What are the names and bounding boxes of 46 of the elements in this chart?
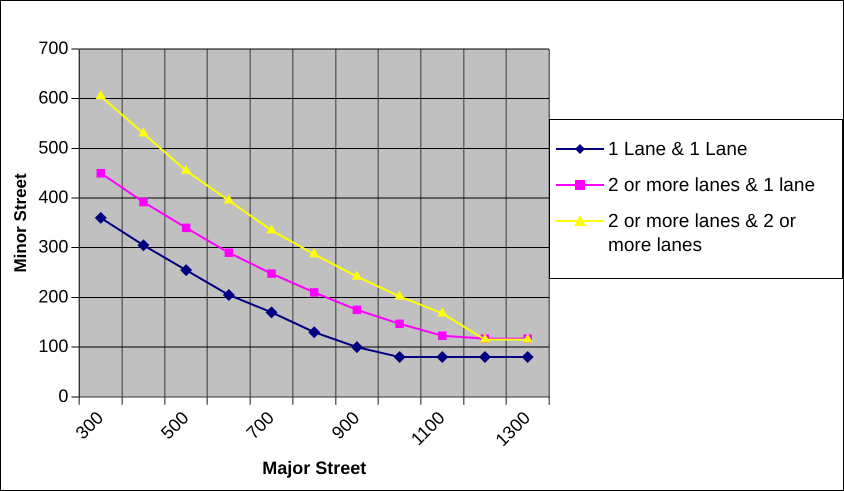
y-tick-label: 200: [38, 286, 68, 306]
x-tick-label: 700: [242, 408, 278, 444]
point: [180, 164, 192, 174]
legend-label: 2 or more lanes & 2 or more lanes: [608, 210, 797, 258]
x-tick-label: 300: [72, 408, 108, 444]
point: [138, 127, 149, 136]
point: [352, 306, 362, 314]
point: [222, 288, 235, 301]
point: [94, 212, 107, 224]
y-tick-label: 500: [38, 137, 68, 158]
point: [266, 224, 277, 234]
point: [310, 288, 318, 297]
point: [139, 198, 148, 206]
y-tick-label: 0: [58, 386, 68, 406]
y-axis-title: Minor Street: [10, 172, 30, 272]
point: [266, 306, 278, 318]
point: [96, 90, 106, 100]
point: [522, 351, 534, 364]
point: [96, 168, 106, 178]
y-tick-label: 600: [38, 88, 68, 108]
point: [394, 290, 405, 300]
x-tick-label: 900: [328, 408, 364, 444]
legend-label: 2 or more lanes & 1 lane: [608, 174, 816, 198]
point: [180, 264, 192, 276]
point: [308, 326, 320, 338]
point: [224, 248, 234, 257]
point: [182, 224, 190, 232]
point: [267, 269, 276, 278]
x-tick-label: 500: [157, 408, 192, 444]
point: [394, 351, 406, 364]
point: [352, 270, 362, 280]
y-tick-label: 100: [38, 336, 68, 356]
y-tick-label: 400: [38, 187, 68, 208]
point: [224, 194, 234, 204]
point: [436, 351, 448, 364]
point: [309, 248, 320, 258]
point: [438, 331, 447, 340]
y-tick-label: 700: [38, 38, 68, 58]
point: [350, 341, 363, 354]
point: [478, 351, 491, 364]
y-tick-label: 300: [38, 236, 68, 257]
legend-label: 1 Lane & 1 Lane: [608, 138, 748, 162]
point: [437, 307, 448, 316]
point: [395, 320, 404, 328]
point: [137, 239, 150, 252]
x-axis-title: Major Street: [262, 458, 366, 478]
